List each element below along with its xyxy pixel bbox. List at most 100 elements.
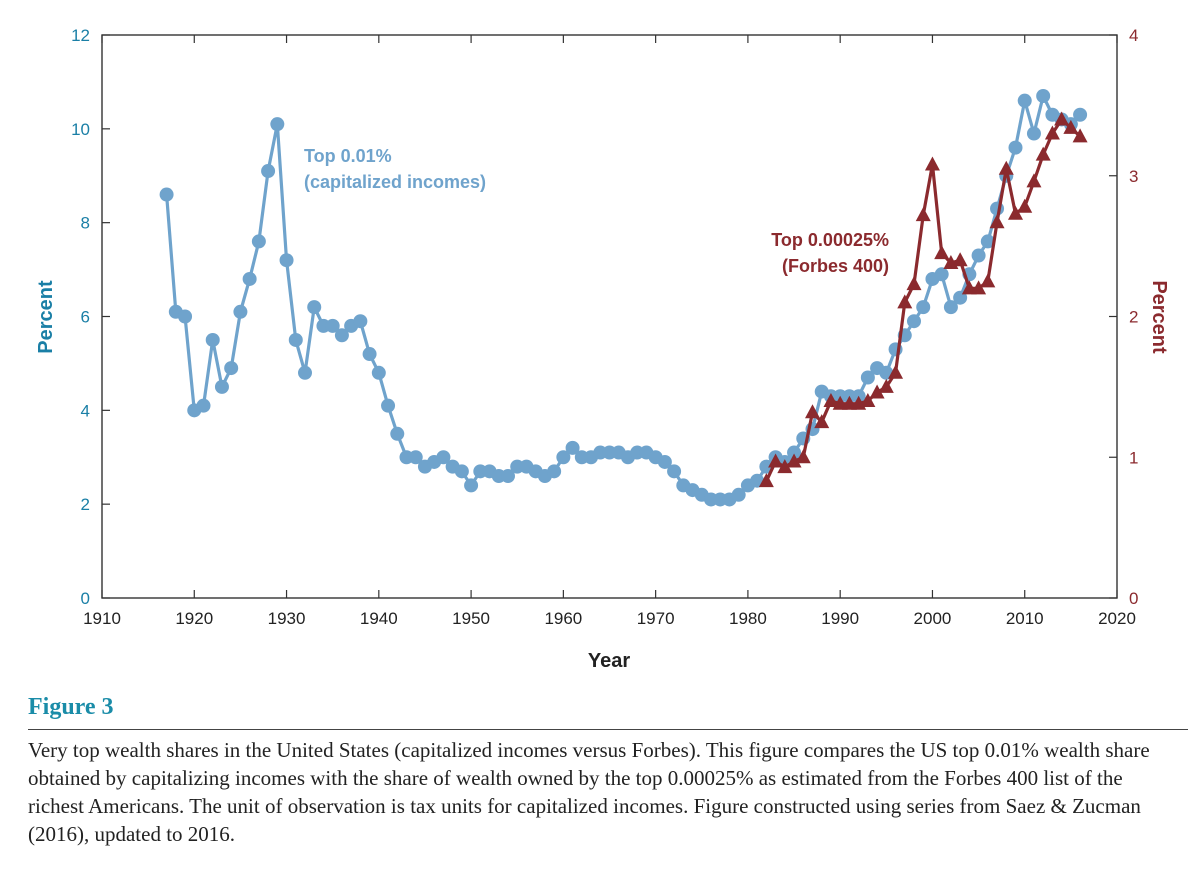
x-tick-label: 1950: [452, 609, 490, 628]
data-point-top-001: [196, 398, 211, 413]
data-point-top-001: [371, 365, 386, 380]
x-tick-label: 1930: [268, 609, 306, 628]
data-point-top-001: [971, 248, 986, 263]
data-point-top-001: [334, 328, 349, 343]
data-point-forbes-400: [777, 459, 793, 474]
data-point-top-001: [860, 370, 875, 385]
data-point-top-001: [353, 314, 368, 329]
data-point-top-001: [556, 450, 571, 465]
y-axis-title-right: Percent: [1148, 280, 1170, 354]
y-tick-label-left: 2: [81, 495, 90, 514]
data-point-top-001: [916, 300, 931, 315]
y-tick-label-right: 2: [1129, 308, 1138, 327]
y-tick-label-left: 0: [81, 589, 90, 608]
data-point-forbes-400: [897, 294, 913, 309]
data-point-forbes-400: [1063, 119, 1079, 134]
x-tick-label: 2020: [1098, 609, 1136, 628]
data-point-top-001: [1073, 107, 1088, 122]
x-tick-label: 1970: [637, 609, 675, 628]
data-point-top-001: [159, 187, 174, 202]
data-point-top-001: [408, 450, 423, 465]
data-point-forbes-400: [998, 160, 1014, 175]
data-point-top-001: [731, 487, 746, 502]
data-point-forbes-400: [1035, 146, 1051, 161]
data-point-top-001: [565, 440, 580, 455]
data-point-top-001: [454, 464, 469, 479]
line-chart: 1910 1920 1930 1940 1950 1960 1970 1980 1990 2000…: [35, 26, 1170, 672]
data-point-forbes-400: [1017, 198, 1033, 213]
y-tick-label-left: 6: [81, 308, 90, 327]
data-point-top-001: [436, 450, 451, 465]
data-point-top-001: [1036, 88, 1051, 103]
data-point-forbes-400: [989, 214, 1005, 229]
data-point-forbes-400: [924, 156, 940, 171]
data-point-forbes-400: [980, 273, 996, 288]
data-point-forbes-400: [934, 245, 950, 260]
x-axis-title: Year: [588, 650, 630, 672]
x-tick-label: 2000: [914, 609, 952, 628]
data-point-forbes-400: [1044, 125, 1060, 140]
data-point-top-001: [224, 361, 239, 376]
axes: 1910 1920 1930 1940 1950 1960 1970 1980 1990 2000…: [71, 26, 1138, 628]
data-point-forbes-400: [795, 449, 811, 464]
data-point-top-001: [362, 347, 377, 362]
data-point-top-001: [279, 253, 294, 268]
x-tick-label: 2010: [1006, 609, 1044, 628]
caption-divider: [28, 729, 1188, 730]
data-point-top-001: [980, 234, 995, 249]
data-point-top-001: [251, 234, 266, 249]
series-top-001: [159, 88, 1088, 507]
series-label-top-001-sub: (capitalized incomes): [304, 172, 486, 192]
series-label-forbes-sub: (Forbes 400): [782, 256, 889, 276]
data-point-forbes-400: [888, 364, 904, 379]
x-tick-label: 1980: [729, 609, 767, 628]
data-point-forbes-400: [878, 378, 894, 393]
data-point-top-001: [178, 309, 193, 324]
x-tick-label: 1990: [821, 609, 859, 628]
data-point-forbes-400: [805, 404, 820, 419]
figure-label: Figure 3: [28, 694, 114, 720]
data-point-top-001: [667, 464, 682, 479]
data-point-forbes-400: [786, 453, 802, 468]
data-point-forbes-400: [906, 276, 922, 291]
data-point-top-001: [1026, 126, 1041, 141]
data-point-forbes-400: [814, 414, 830, 429]
y-tick-label-left: 10: [71, 120, 90, 139]
data-point-top-001: [787, 445, 802, 460]
data-point-top-001: [381, 398, 396, 413]
data-point-top-001: [657, 454, 672, 469]
data-point-top-001: [233, 304, 248, 319]
data-point-top-001: [298, 365, 312, 380]
y-tick-label-right: 3: [1129, 167, 1138, 186]
data-point-top-001: [943, 300, 958, 315]
series-label-top-001: Top 0.01%: [304, 146, 392, 166]
data-point-top-001: [242, 271, 257, 286]
data-point-top-001: [205, 332, 220, 347]
plot-frame: [101, 34, 1118, 599]
x-tick-label: 1920: [175, 609, 213, 628]
x-tick-label: 1940: [360, 609, 398, 628]
data-point-top-001: [261, 164, 276, 179]
y-tick-label-left: 4: [81, 401, 90, 420]
data-point-top-001: [307, 300, 322, 315]
data-point-forbes-400: [1072, 128, 1088, 143]
y-tick-label-left: 8: [81, 214, 90, 233]
data-point-top-001: [1017, 93, 1032, 108]
series-forbes-400: [758, 111, 1088, 488]
y-tick-label-right: 0: [1129, 589, 1138, 608]
data-point-forbes-400: [952, 252, 968, 267]
y-tick-label-right: 4: [1129, 26, 1138, 45]
data-point-forbes-400: [860, 392, 876, 407]
data-point-top-001: [464, 478, 479, 493]
y-axis-title-left: Percent: [35, 280, 57, 354]
data-point-top-001: [325, 318, 340, 333]
data-point-top-001: [1008, 140, 1023, 155]
data-point-forbes-400: [1008, 205, 1023, 220]
data-point-forbes-400: [768, 453, 784, 468]
data-point-top-001: [934, 267, 949, 282]
data-point-top-001: [907, 314, 921, 329]
data-point-top-001: [390, 426, 405, 441]
y-tick-label-right: 1: [1129, 448, 1138, 467]
data-point-forbes-400: [758, 473, 774, 488]
data-point-top-001: [547, 464, 562, 479]
